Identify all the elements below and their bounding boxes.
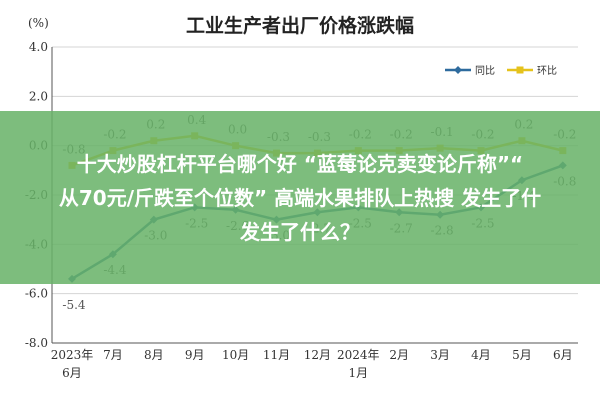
y-tick-label: -8.0 [25, 336, 48, 350]
x-tick-label: 5月 [512, 348, 532, 362]
x-tick-label: 2月 [389, 348, 409, 362]
x-tick-label: 7月 [103, 348, 123, 362]
x-tick-label: 8月 [144, 348, 164, 362]
x-tick-label: 11月 [263, 348, 290, 362]
y-unit-label: (%) [28, 16, 49, 30]
overlay-line-3: 发生了什么？ [240, 219, 360, 244]
legend: 同比 环比 [445, 65, 557, 77]
overlay-banner[interactable]: 十大炒股杠杆平台哪个好 “蓝莓论克卖变论斤称”“ 从70元/斤跌至个位数” 高端… [0, 111, 600, 284]
overlay-line-2: 从70元/斤跌至个位数” 高端水果排队上热搜 发生了什 [58, 185, 542, 210]
y-tick-label: -6.0 [25, 287, 48, 301]
x-tick-label: 12月 [304, 348, 331, 362]
legend-label: 同比 [475, 65, 495, 77]
x-tick-label: 4月 [471, 348, 491, 362]
x-tick-label: 9月 [185, 348, 205, 362]
x-tick-label: 2024年 1月 [337, 348, 380, 380]
legend-swatch-marker [516, 66, 524, 74]
overlay-line-1: 十大炒股杠杆平台哪个好 “蓝莓论克卖变论斤称”“ [76, 151, 524, 176]
y-tick-label: 4.0 [29, 40, 48, 54]
data-label: -5.4 [62, 298, 86, 312]
y-tick-label: 2.0 [29, 89, 48, 103]
x-tick-label: 3月 [430, 348, 450, 362]
x-tick-label: 10月 [222, 348, 249, 362]
x-tick-label: 2023年 6月 [51, 348, 94, 380]
chart-title: 工业生产者出厂价格涨跌幅 [186, 14, 414, 37]
legend-label: 环比 [537, 65, 557, 77]
x-tick-label: 6月 [553, 348, 573, 362]
legend-swatch-marker [454, 66, 462, 74]
